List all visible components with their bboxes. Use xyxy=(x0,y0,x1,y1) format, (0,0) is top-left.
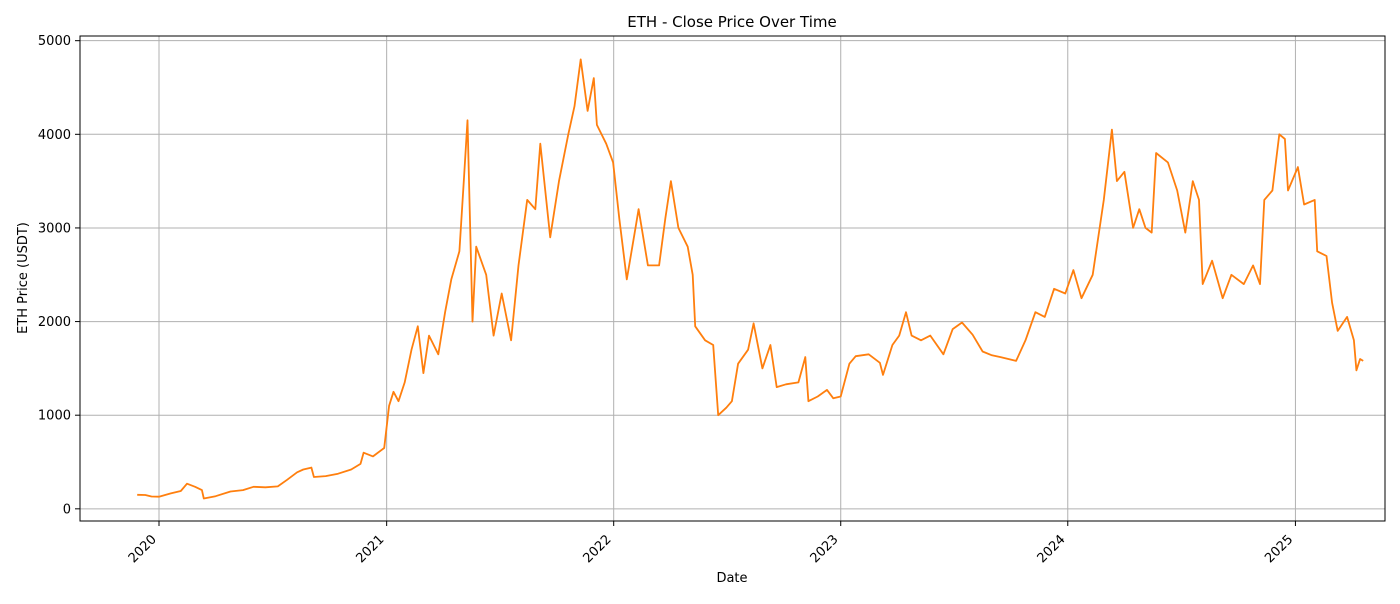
y-axis-label: ETH Price (USDT) xyxy=(16,222,31,334)
y-tick-label: 1000 xyxy=(38,409,71,424)
y-tick-label: 4000 xyxy=(38,128,71,143)
chart-title: ETH - Close Price Over Time xyxy=(627,13,836,31)
y-tick-label: 0 xyxy=(63,502,71,517)
plot-frame xyxy=(79,35,1386,522)
x-axis-label: Date xyxy=(716,571,747,586)
grid-lines xyxy=(80,36,1385,521)
x-tick-label: 2024 xyxy=(1035,532,1069,566)
series-layer xyxy=(137,58,1364,500)
x-tick-label: 2025 xyxy=(1262,532,1296,566)
x-axis-ticks: 2020 2021 2022 2023 2024 2025 xyxy=(126,521,1296,566)
x-tick-label: 2020 xyxy=(126,532,160,566)
y-tick-label: 3000 xyxy=(38,221,71,236)
y-tick-label: 2000 xyxy=(38,315,71,330)
series-line xyxy=(137,58,1364,500)
x-tick-label: 2022 xyxy=(581,532,615,566)
y-axis-ticks: 0 1000 2000 3000 4000 5000 xyxy=(38,34,80,517)
x-tick-label: 2021 xyxy=(353,532,387,566)
x-tick-label: 2023 xyxy=(808,532,842,566)
y-tick-label: 5000 xyxy=(38,34,71,49)
